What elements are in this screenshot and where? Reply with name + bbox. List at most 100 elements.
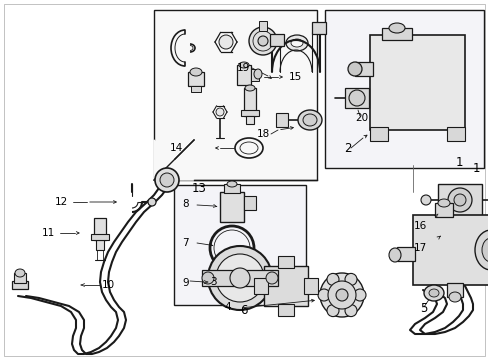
Bar	[259, 21, 266, 31]
Ellipse shape	[244, 85, 254, 91]
Ellipse shape	[207, 246, 271, 310]
Bar	[241, 110, 259, 116]
Ellipse shape	[348, 90, 364, 106]
Ellipse shape	[347, 62, 361, 76]
Bar	[244, 196, 256, 210]
Bar	[245, 116, 253, 124]
Text: 16: 16	[413, 221, 427, 231]
Text: 5: 5	[419, 302, 427, 315]
Text: 9: 9	[182, 278, 188, 288]
Bar	[269, 34, 284, 46]
Text: 15: 15	[288, 72, 302, 82]
Bar	[237, 65, 250, 85]
Bar	[381, 28, 411, 40]
Ellipse shape	[239, 62, 248, 68]
Ellipse shape	[317, 289, 329, 301]
Bar	[311, 22, 325, 34]
Bar	[354, 62, 372, 76]
Ellipse shape	[248, 27, 276, 55]
Bar	[446, 283, 462, 297]
Bar	[446, 127, 464, 141]
Ellipse shape	[319, 273, 363, 317]
Ellipse shape	[335, 289, 347, 301]
Bar	[174, 185, 305, 305]
Text: 17: 17	[413, 243, 427, 253]
Ellipse shape	[474, 230, 488, 270]
Ellipse shape	[326, 305, 338, 316]
Ellipse shape	[326, 273, 338, 285]
Ellipse shape	[447, 188, 471, 212]
Bar	[369, 127, 387, 141]
Ellipse shape	[345, 273, 356, 285]
Bar	[278, 304, 293, 316]
Ellipse shape	[437, 199, 449, 207]
Bar	[154, 10, 316, 180]
Bar	[91, 234, 109, 240]
Ellipse shape	[353, 289, 365, 301]
Text: 1: 1	[472, 162, 480, 175]
Ellipse shape	[345, 305, 356, 316]
Ellipse shape	[327, 281, 355, 309]
Ellipse shape	[160, 173, 174, 187]
Ellipse shape	[285, 35, 307, 51]
Bar	[412, 215, 488, 285]
Ellipse shape	[481, 238, 488, 262]
Ellipse shape	[303, 114, 316, 126]
Ellipse shape	[453, 194, 465, 206]
Text: 4: 4	[224, 302, 230, 312]
Ellipse shape	[216, 108, 224, 116]
Bar	[14, 273, 26, 283]
Text: 14: 14	[170, 143, 183, 153]
Ellipse shape	[428, 289, 438, 297]
Text: 1: 1	[455, 156, 463, 168]
Ellipse shape	[202, 272, 214, 284]
Ellipse shape	[229, 268, 249, 288]
Ellipse shape	[226, 181, 237, 187]
Text: 13: 13	[192, 181, 206, 194]
Bar	[250, 69, 259, 81]
Bar	[202, 270, 278, 286]
Ellipse shape	[258, 36, 267, 46]
Bar	[345, 88, 368, 108]
Ellipse shape	[148, 198, 156, 206]
Bar	[396, 247, 414, 261]
Bar	[94, 218, 106, 240]
Ellipse shape	[388, 23, 404, 33]
Text: 2: 2	[343, 141, 351, 154]
Ellipse shape	[448, 292, 460, 302]
Bar	[224, 184, 240, 193]
Ellipse shape	[15, 269, 25, 277]
Ellipse shape	[388, 248, 400, 262]
Text: 11: 11	[42, 228, 55, 238]
Bar	[12, 281, 28, 289]
Bar	[253, 278, 267, 294]
Text: 6: 6	[240, 305, 247, 318]
Bar	[275, 113, 287, 127]
Text: 10: 10	[102, 280, 115, 290]
Bar	[437, 184, 481, 216]
Text: 12: 12	[55, 197, 68, 207]
Ellipse shape	[216, 254, 264, 302]
Bar	[304, 278, 317, 294]
Bar	[278, 256, 293, 268]
Text: 20: 20	[354, 113, 367, 123]
Bar	[191, 86, 201, 92]
Ellipse shape	[290, 39, 303, 47]
Bar	[96, 240, 104, 250]
Ellipse shape	[253, 69, 262, 79]
Text: 19: 19	[237, 63, 250, 73]
Text: 18: 18	[257, 129, 270, 139]
Bar	[325, 10, 483, 168]
Text: 7: 7	[182, 238, 188, 248]
Ellipse shape	[423, 285, 443, 301]
Ellipse shape	[420, 195, 430, 205]
Text: 8: 8	[182, 199, 188, 209]
Ellipse shape	[265, 272, 278, 284]
Ellipse shape	[219, 35, 232, 49]
Bar	[264, 266, 307, 306]
Polygon shape	[154, 140, 194, 180]
Ellipse shape	[190, 68, 202, 76]
Bar	[434, 203, 452, 217]
Bar	[220, 192, 244, 222]
Bar	[244, 88, 256, 116]
